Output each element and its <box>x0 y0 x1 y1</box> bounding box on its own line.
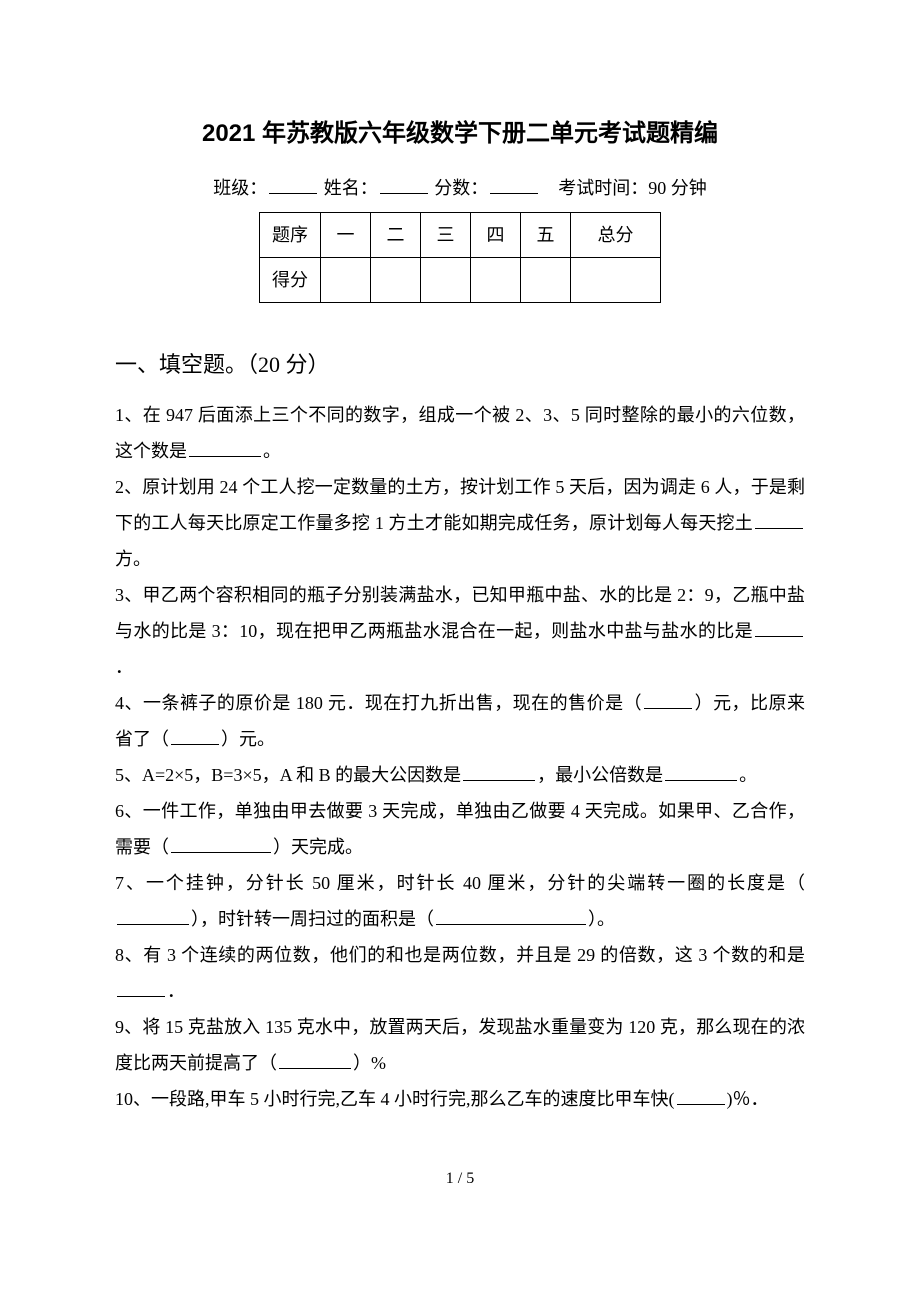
score-cell[interactable] <box>471 258 521 303</box>
q10-text-b: )％． <box>727 1089 769 1109</box>
question-7: 7、一个挂钟，分针长 50 厘米，时针长 40 厘米，分针的尖端转一圈的长度是（… <box>115 865 805 937</box>
score-header-cell: 一 <box>321 213 371 258</box>
q4-blank-1[interactable] <box>644 689 692 709</box>
q7-text-c: ）。 <box>588 909 615 929</box>
q4-text-c: ）元。 <box>221 729 275 749</box>
score-header-cell: 三 <box>421 213 471 258</box>
q3-text-a: 3、甲乙两个容积相同的瓶子分别装满盐水，已知甲瓶中盐、水的比是 2：9，乙瓶中盐… <box>115 585 805 641</box>
q7-text-a: 7、一个挂钟，分针长 50 厘米，时针长 40 厘米，分针的尖端转一圈的长度是（ <box>115 873 805 893</box>
score-blank[interactable] <box>490 174 538 194</box>
score-cell[interactable] <box>571 258 661 303</box>
q6-blank[interactable] <box>171 833 271 853</box>
class-blank[interactable] <box>269 174 317 194</box>
q5-blank-1[interactable] <box>463 761 535 781</box>
q6-text-b: ）天完成。 <box>273 837 363 857</box>
score-header-cell: 题序 <box>260 213 321 258</box>
q8-blank[interactable] <box>117 977 165 997</box>
score-header-cell: 四 <box>471 213 521 258</box>
question-2: 2、原计划用 24 个工人挖一定数量的土方，按计划工作 5 天后，因为调走 6 … <box>115 469 805 577</box>
q5-text-b: ，最小公倍数是 <box>537 765 663 785</box>
q9-blank[interactable] <box>279 1049 351 1069</box>
q5-text-a: 5、A=2×5，B=3×5，A 和 B 的最大公因数是 <box>115 765 461 785</box>
section-1-title: 一、填空题。（20 分） <box>115 343 805 387</box>
q7-blank-1[interactable] <box>117 905 189 925</box>
q9-text-b: ）% <box>353 1053 386 1073</box>
score-row-label: 得分 <box>260 258 321 303</box>
score-cell[interactable] <box>421 258 471 303</box>
score-label: 分数： <box>434 178 488 198</box>
q9-text-a: 9、将 15 克盐放入 135 克水中，放置两天后，发现盐水重量变为 120 克… <box>115 1017 805 1073</box>
q3-blank[interactable] <box>755 617 803 637</box>
score-cell[interactable] <box>521 258 571 303</box>
q1-text-b: 。 <box>263 441 281 461</box>
q4-text-a: 4、一条裤子的原价是 180 元．现在打九折出售，现在的售价是（ <box>115 693 642 713</box>
q5-blank-2[interactable] <box>665 761 737 781</box>
question-6: 6、一件工作，单独由甲去做要 3 天完成，单独由乙做要 4 天完成。如果甲、乙合… <box>115 793 805 865</box>
score-header-cell: 二 <box>371 213 421 258</box>
score-cell[interactable] <box>321 258 371 303</box>
score-header-cell: 总分 <box>571 213 661 258</box>
question-4: 4、一条裤子的原价是 180 元．现在打九折出售，现在的售价是（）元，比原来省了… <box>115 685 805 757</box>
q8-text-a: 8、有 3 个连续的两位数，他们的和也是两位数，并且是 29 的倍数，这 3 个… <box>115 945 805 965</box>
question-3: 3、甲乙两个容积相同的瓶子分别装满盐水，已知甲瓶中盐、水的比是 2：9，乙瓶中盐… <box>115 577 805 685</box>
question-9: 9、将 15 克盐放入 135 克水中，放置两天后，发现盐水重量变为 120 克… <box>115 1009 805 1081</box>
question-10: 10、一段路,甲车 5 小时行完,乙车 4 小时行完,那么乙车的速度比甲车快()… <box>115 1081 805 1117</box>
q4-blank-2[interactable] <box>171 725 219 745</box>
page-number: 1 / 5 <box>115 1163 805 1195</box>
score-table: 题序 一 二 三 四 五 总分 得分 <box>259 212 661 303</box>
name-blank[interactable] <box>380 174 428 194</box>
q3-text-b: ． <box>115 657 133 677</box>
meta-line: 班级： 姓名： 分数： 考试时间：90 分钟 <box>115 170 805 206</box>
score-table-score-row: 得分 <box>260 258 661 303</box>
q2-text-b: 方。 <box>115 549 151 569</box>
name-label: 姓名： <box>324 178 378 198</box>
q10-blank[interactable] <box>677 1085 725 1105</box>
q5-text-c: 。 <box>739 765 757 785</box>
question-8: 8、有 3 个连续的两位数，他们的和也是两位数，并且是 29 的倍数，这 3 个… <box>115 937 805 1009</box>
q10-text-a: 10、一段路,甲车 5 小时行完,乙车 4 小时行完,那么乙车的速度比甲车快( <box>115 1089 675 1109</box>
q1-blank[interactable] <box>189 437 261 457</box>
q7-text-b: ），时针转一周扫过的面积是（ <box>191 909 434 929</box>
score-header-cell: 五 <box>521 213 571 258</box>
class-label: 班级： <box>213 178 267 198</box>
question-1: 1、在 947 后面添上三个不同的数字，组成一个被 2、3、5 同时整除的最小的… <box>115 397 805 469</box>
question-5: 5、A=2×5，B=3×5，A 和 B 的最大公因数是 ，最小公倍数是 。 <box>115 757 805 793</box>
q8-text-b: ． <box>167 981 185 1001</box>
q2-blank[interactable] <box>755 509 803 529</box>
exam-title: 2021 年苏教版六年级数学下册二单元考试题精编 <box>115 110 805 158</box>
q2-text-a: 2、原计划用 24 个工人挖一定数量的土方，按计划工作 5 天后，因为调走 6 … <box>115 477 805 533</box>
q7-blank-2[interactable] <box>436 905 586 925</box>
score-cell[interactable] <box>371 258 421 303</box>
score-table-header-row: 题序 一 二 三 四 五 总分 <box>260 213 661 258</box>
time-label: 考试时间：90 分钟 <box>558 178 707 198</box>
